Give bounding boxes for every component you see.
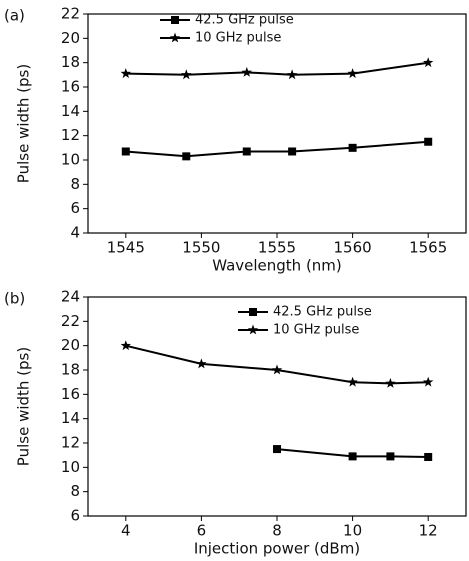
y-tick-label: 22 [61, 5, 80, 23]
marker [120, 68, 131, 79]
y-tick-label: 22 [61, 312, 80, 330]
y-tick-label: 20 [61, 29, 80, 47]
marker [286, 69, 298, 80]
marker [424, 137, 433, 146]
x-tick-label: 1560 [334, 239, 372, 257]
legend-label: 42.5 GHz pulse [273, 305, 372, 320]
x-tick-label: 1555 [258, 239, 296, 257]
marker [182, 152, 191, 161]
panel-label: (a) [4, 7, 25, 25]
plot-frame [87, 13, 467, 234]
marker [271, 364, 283, 375]
marker [242, 147, 251, 156]
marker [121, 147, 130, 156]
y-tick-label: 6 [70, 199, 80, 217]
x-axis-label: Wavelength (nm) [212, 257, 342, 275]
y-tick-label: 10 [61, 151, 80, 169]
marker [423, 376, 434, 387]
marker [348, 143, 357, 152]
y-tick-label: 16 [61, 385, 80, 403]
series-line [125, 344, 429, 385]
y-tick-label: 12 [61, 126, 80, 144]
y-tick-label: 18 [61, 361, 80, 379]
marker [347, 376, 358, 387]
marker [273, 445, 281, 454]
marker [423, 57, 434, 68]
x-tick-label: 8 [272, 522, 282, 540]
marker [181, 69, 192, 80]
x-tick-label: 6 [197, 522, 207, 540]
y-tick-label: 8 [70, 175, 80, 193]
x-tick-label: 10 [343, 522, 362, 540]
marker [241, 66, 252, 77]
marker [120, 340, 131, 351]
y-axis-label: Pulse width (ps) [15, 347, 33, 466]
legend-label: 10 GHz pulse [273, 323, 359, 338]
y-tick-label: 24 [61, 288, 80, 306]
y-tick-label: 12 [61, 434, 80, 452]
marker [385, 377, 396, 388]
marker [386, 452, 395, 461]
x-tick-label: 12 [419, 522, 438, 540]
x-tick-label: 1545 [107, 239, 145, 257]
x-tick-label: 1550 [182, 239, 220, 257]
panel-label: (b) [4, 290, 25, 308]
legend-marker [249, 308, 257, 316]
x-tick-label: 4 [121, 522, 131, 540]
legend-label: 42.5 GHz pulse [195, 13, 294, 28]
series-line [125, 140, 429, 158]
y-tick-label: 14 [61, 409, 80, 427]
y-tick-label: 4 [70, 224, 80, 242]
series-line [125, 61, 429, 76]
y-tick-label: 10 [61, 458, 80, 476]
y-tick-label: 20 [61, 336, 80, 354]
y-tick-label: 18 [61, 53, 80, 71]
legend-marker [171, 16, 179, 24]
marker [196, 358, 207, 369]
y-tick-label: 6 [70, 507, 80, 525]
series-line [276, 448, 429, 458]
marker [288, 147, 297, 156]
x-tick-label: 1565 [409, 239, 447, 257]
y-axis-label: Pulse width (ps) [15, 64, 33, 183]
y-tick-label: 8 [70, 482, 80, 500]
y-tick-label: 14 [61, 102, 80, 120]
y-tick-label: 16 [61, 78, 80, 96]
marker [348, 452, 357, 461]
marker [169, 32, 181, 43]
marker [424, 452, 433, 461]
legend-label: 10 GHz pulse [195, 31, 281, 46]
x-axis-label: Injection power (dBm) [194, 540, 360, 558]
marker [247, 324, 259, 335]
marker [347, 68, 358, 79]
